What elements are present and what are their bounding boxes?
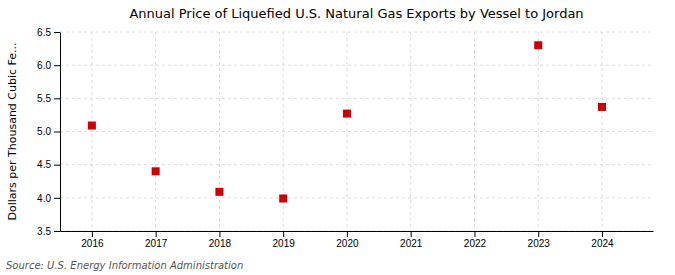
tick-mark [54, 231, 60, 232]
grid-line [60, 32, 653, 33]
tick-mark [54, 65, 60, 66]
tick-mark [538, 231, 539, 237]
point [279, 194, 287, 202]
tick-mark [54, 198, 60, 199]
tick: 4.0 [37, 193, 60, 204]
grid-line [346, 32, 347, 231]
tick: 2016 [81, 231, 104, 249]
grid-line [155, 32, 156, 231]
tick-mark [92, 231, 93, 237]
tick: 2018 [209, 231, 232, 249]
tick: 6.5 [37, 27, 60, 38]
x-axis: 2016 2017 2018 2019 2020 2021 2022 2023 2024 [61, 231, 654, 249]
grid-line [60, 197, 653, 198]
point [88, 122, 96, 130]
tick-label: 2024 [591, 238, 614, 249]
title: Annual Price of Liquefied U.S. Natural G… [129, 6, 583, 21]
chart: 2016 2017 2018 2019 2020 2021 2022 2023 2024 3.5 4… [0, 0, 675, 275]
tick: 2023 [528, 231, 551, 249]
grid-line [219, 32, 220, 231]
grid [60, 32, 653, 231]
tick-mark [602, 231, 603, 237]
grid-line [60, 231, 653, 232]
grid-line [60, 164, 653, 165]
tick-label: 2017 [145, 238, 168, 249]
tick-label: 2022 [464, 238, 487, 249]
tick: 2021 [400, 231, 423, 249]
tick: 3.5 [37, 226, 60, 237]
tick-mark [411, 231, 412, 237]
tick: 6.0 [37, 60, 60, 71]
tick-label: 2018 [209, 238, 232, 249]
tick: 5.5 [37, 93, 60, 104]
tick-mark [347, 231, 348, 237]
y-axis: 3.5 4.0 4.5 5.0 5.5 6.0 6.5 [37, 27, 60, 237]
point [534, 41, 542, 49]
tick-label: 2019 [273, 238, 296, 249]
plot: 2016 2017 2018 2019 2020 2021 2022 2023 2024 3.5 4… [37, 27, 653, 249]
tick-mark [283, 231, 284, 237]
tick: 2019 [273, 231, 296, 249]
points [88, 41, 606, 202]
axis-line [60, 33, 61, 232]
tick: 4.5 [37, 159, 60, 170]
source: Source: U.S. Energy Information Administ… [6, 260, 243, 271]
point [343, 110, 351, 118]
tick: 2024 [591, 231, 614, 249]
tick: 5.0 [37, 126, 60, 137]
tick: 2017 [145, 231, 168, 249]
tick-mark [54, 32, 60, 33]
tick: 2020 [336, 231, 359, 249]
tick-mark [474, 231, 475, 237]
tick-mark [54, 132, 60, 133]
grid-line [60, 98, 653, 99]
axis-line [61, 231, 654, 232]
grid-line [60, 131, 653, 132]
tick-label: 2023 [528, 238, 551, 249]
tick: 2022 [464, 231, 487, 249]
tick-mark [219, 231, 220, 237]
y-axis-title: Dollars per Thousand Cubic Fe... [6, 42, 19, 220]
point [598, 103, 606, 111]
point [215, 188, 223, 196]
tick-label: 2020 [336, 238, 359, 249]
tick-mark [54, 98, 60, 99]
tick-label: 4.0 [37, 193, 51, 204]
tick-label: 2021 [400, 238, 423, 249]
tick-label: 6.0 [37, 60, 51, 71]
tick-mark [54, 165, 60, 166]
grid-line [60, 65, 653, 66]
tick-label: 2016 [81, 238, 104, 249]
tick-label: 5.5 [37, 93, 51, 104]
tick-label: 5.0 [37, 126, 51, 137]
tick-label: 3.5 [37, 226, 51, 237]
tick-mark [156, 231, 157, 237]
tick-label: 4.5 [37, 159, 51, 170]
point [152, 167, 160, 175]
grid-line [538, 32, 539, 231]
tick-label: 6.5 [37, 27, 51, 38]
